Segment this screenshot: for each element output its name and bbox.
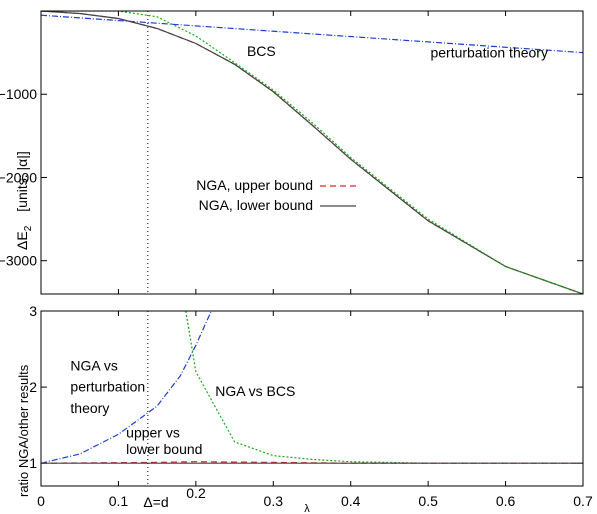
svg-text:ΔE2[units: |α|]: ΔE2 [units: |α|] [14,151,34,250]
bottom-xtick-label: 0.1 [109,493,129,509]
bot-ytick-label: 1 [29,455,37,471]
bottom-annotations: NGA vs perturbation theory NGA vs BCS upper … [70,357,295,457]
bottom-annotation: upper vs [126,424,180,440]
x-axis-label-lambda: λ [304,503,310,514]
xtick-label-0-2: 0.2 [186,485,206,501]
bot-ytick-label: 3 [29,303,37,319]
top-panel: −1000−2000−3000 BCS perturbation theory … [0,10,584,295]
top-ytick-label: −2000 [0,169,37,185]
bottom-ytick-labels: 1 2 3 [29,303,37,471]
top-plot-frame [40,10,584,295]
top-legend: NGA, upper bound NGA, lower bound [196,177,356,213]
bottom-xtick-label: 0 [37,493,45,509]
bottom-xtick-label: 0.4 [341,493,361,509]
bottom-xtick-label: 0.6 [496,493,516,509]
bottom-annotation: theory [70,400,109,416]
top-series-group [41,11,583,294]
bottom-annotation: NGA vs BCS [215,383,295,399]
bottom-annotation: lower bound [126,441,202,457]
top-ylabel: ΔE2 [units: |α|] [14,151,34,250]
top-annotation-perturbation-theory: perturbation theory [430,45,548,61]
bot-series-line-0 [41,311,212,464]
bottom-xtick-label: 0.7 [573,493,593,509]
top-annotation-bcs: BCS [247,43,276,59]
bottom-plot-frame [40,310,584,487]
top-ylabel-delta-e: ΔE [14,231,30,250]
top-ytick-labels: −1000 −2000 −3000 [0,86,37,268]
bottom-annotation: perturbation [70,379,145,395]
bottom-xtick-labels: 0 0.1 0.3 0.4 0.5 0.6 0.7 [37,493,593,509]
bot-ytick-label: 2 [29,379,37,395]
legend-label-upper-bound: NGA, upper bound [196,177,313,193]
bottom-series-group [41,311,583,464]
bottom-annotation: NGA vs [70,357,117,373]
vline-label-delta-equals-d: Δ=d [143,494,168,510]
top-grid-ticks [41,11,583,294]
bottom-panel: 1 2 3 0 0.1 0.3 0.4 0.5 0.6 0.7 NGA vs perturbati… [16,303,593,514]
bot-series-line-2 [41,461,583,464]
bottom-xtick-label: 0.3 [264,493,284,509]
legend-label-lower-bound: NGA, lower bound [199,197,313,213]
top-ytick-label: −3000 [0,253,37,269]
top-ytick-label: −1000 [0,86,37,102]
bottom-ylabel-text: ratio NGA/other results [16,364,31,497]
bottom-ylabel: ratio NGA/other results [16,364,31,497]
top-ylabel-subscript: 2 [23,225,34,231]
top-series-line-1 [41,11,583,294]
top-series-line-3 [41,14,583,54]
top-ylabel-units: [units: |α|] [14,151,30,212]
bottom-xtick-label: 0.5 [418,493,438,509]
